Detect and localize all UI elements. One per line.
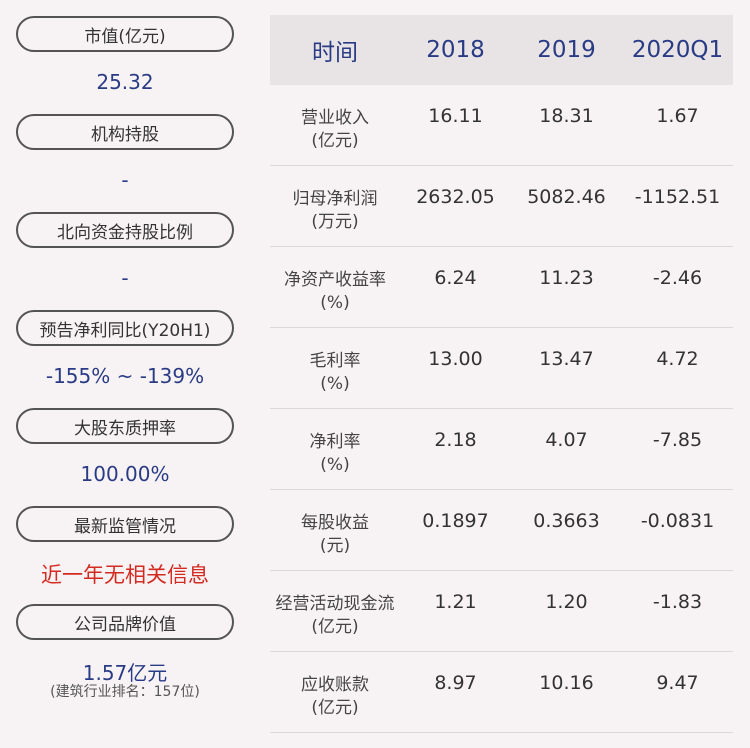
row-unit: (%) (320, 374, 350, 394)
pledge-ratio-value: 100.00% (80, 462, 170, 486)
pledge-ratio-label: 大股东质押率 (16, 408, 234, 444)
row-unit: (亿元) (311, 698, 359, 718)
market-cap-label: 市值(亿元) (16, 16, 234, 52)
row-unit: (亿元) (311, 617, 359, 637)
cell-value: -0.0831 (640, 510, 715, 532)
row-name: 净资产收益率 (284, 270, 386, 290)
table-row: 净资产收益率 (%) 6.24 11.23 -2.46 (270, 247, 733, 328)
northbound-holding-label: 北向资金持股比例 (16, 212, 234, 248)
cell-value: -1.83 (652, 591, 703, 613)
cell-value: 4.07 (545, 429, 588, 451)
table-row: 营业收入 (亿元) 16.11 18.31 1.67 (270, 85, 733, 166)
row-name: 毛利率 (309, 351, 361, 371)
cell-value: 2632.05 (416, 186, 495, 208)
brand-rank-note: (建筑行业排名：157位) (50, 684, 200, 700)
row-name: 净利率 (309, 432, 361, 452)
row-unit: (%) (320, 455, 350, 475)
cell-value: 5082.46 (527, 186, 606, 208)
brand-value-value: 1.57亿元 (82, 661, 168, 685)
row-unit: (亿元) (311, 131, 359, 151)
market-cap-value: 25.32 (96, 70, 154, 94)
row-unit: (万元) (311, 212, 359, 232)
cell-value: 9.47 (656, 672, 699, 694)
institutional-holding-label: 机构持股 (16, 114, 234, 150)
table-header: 时间 2018 2019 2020Q1 (270, 15, 733, 85)
cell-value: -2.46 (652, 267, 703, 289)
header-2020q1: 2020Q1 (631, 37, 724, 63)
header-2019: 2019 (537, 37, 596, 63)
cell-value: 13.47 (539, 348, 594, 370)
northbound-holding-value: - (121, 266, 129, 290)
cell-value: -7.85 (652, 429, 703, 451)
row-name: 归母净利润 (292, 189, 378, 209)
table-row: 经营活动现金流 (亿元) 1.21 1.20 -1.83 (270, 571, 733, 652)
profit-forecast-value: -155% ~ -139% (45, 364, 205, 388)
table-row: 归母净利润 (万元) 2632.05 5082.46 -1152.51 (270, 166, 733, 247)
cell-value: -1152.51 (634, 186, 721, 208)
table-row: 净利率 (%) 2.18 4.07 -7.85 (270, 409, 733, 490)
cell-value: 1.21 (434, 591, 477, 613)
row-unit: (%) (320, 293, 350, 313)
regulatory-status-label: 最新监管情况 (16, 506, 234, 542)
table-row: 每股收益 (元) 0.1897 0.3663 -0.0831 (270, 490, 733, 571)
cell-value: 8.97 (434, 672, 477, 694)
row-unit: (元) (319, 536, 351, 556)
cell-value: 2.18 (434, 429, 477, 451)
row-name: 营业收入 (301, 108, 369, 128)
header-period: 时间 (312, 40, 358, 66)
cell-value: 1.20 (545, 591, 588, 613)
cell-value: 11.23 (539, 267, 594, 289)
cell-value: 0.1897 (422, 510, 489, 532)
table-row: 毛利率 (%) 13.00 13.47 4.72 (270, 328, 733, 409)
row-name: 每股收益 (301, 513, 369, 533)
row-name: 经营活动现金流 (275, 594, 395, 614)
cell-value: 13.00 (428, 348, 483, 370)
cell-value: 4.72 (656, 348, 699, 370)
institutional-holding-value: - (121, 168, 129, 192)
regulatory-status-value: 近一年无相关信息 (41, 563, 209, 587)
header-2018: 2018 (426, 37, 485, 63)
cell-value: 6.24 (434, 267, 477, 289)
cell-value: 16.11 (428, 105, 483, 127)
cell-value: 1.67 (656, 105, 699, 127)
financial-table: 时间 2018 2019 2020Q1 营业收入 (亿元) 16.11 18.31… (270, 15, 733, 733)
table-row: 应收账款 (亿元) 8.97 10.16 9.47 (270, 652, 733, 733)
profit-forecast-label: 预告净利同比(Y20H1) (16, 310, 234, 346)
row-name: 应收账款 (301, 675, 369, 695)
cell-value: 10.16 (539, 672, 594, 694)
brand-value-label: 公司品牌价值 (16, 604, 234, 640)
cell-value: 18.31 (539, 105, 594, 127)
cell-value: 0.3663 (533, 510, 600, 532)
summary-panel: 市值(亿元) 25.32 机构持股 - 北向资金持股比例 - 预告净利同比(Y2… (0, 0, 250, 748)
